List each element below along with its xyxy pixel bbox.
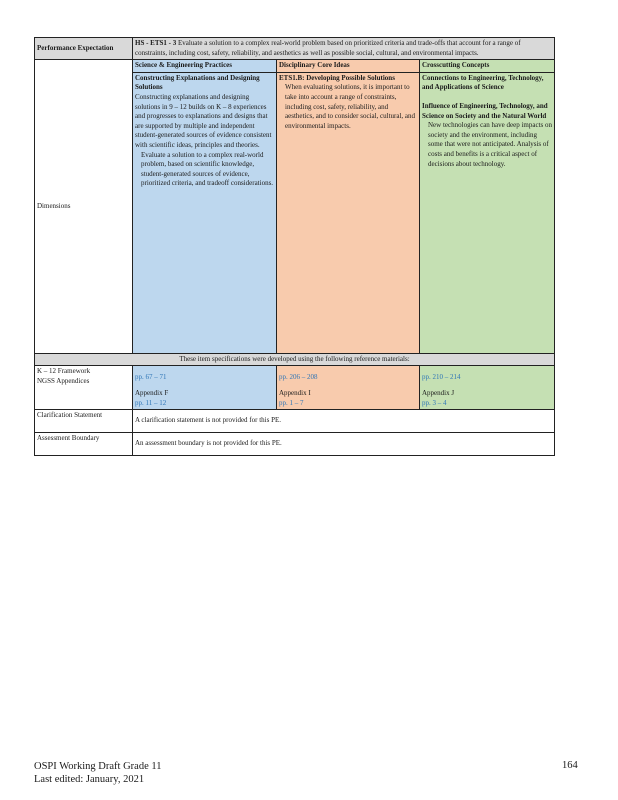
pe-table: Performance Expectation HS - ETS1 - 3 Ev…	[34, 36, 555, 457]
sep-header: Science & Engineering Practices	[132, 59, 277, 73]
ccc-refs: pp. 210 – 214 Appendix J pp. 3 – 4	[419, 365, 555, 411]
ccc-pages: pp. 210 – 214	[422, 373, 461, 382]
sep-cell: Constructing Explanations and Designing …	[132, 71, 277, 354]
assessment-label: Assessment Boundary	[34, 432, 133, 457]
dci-pages: pp. 206 – 208	[279, 373, 318, 382]
sep-body: Constructing explanations and designing …	[135, 92, 272, 149]
dimensions-label: Dimensions	[34, 59, 133, 354]
dci-appendix-pages: pp. 1 – 7	[279, 398, 304, 407]
footer: OSPI Working Draft Grade 11 Last edited:…	[34, 760, 161, 786]
ccc-header: Crosscutting Concepts	[419, 59, 555, 73]
appendices-label: NGSS Appendices	[37, 376, 90, 385]
clarification-row: Clarification Statement A clarification …	[34, 409, 555, 434]
sep-appendix-pages: pp. 11 – 12	[135, 398, 167, 407]
dci-cell: ETS1.B: Developing Possible Solutions Wh…	[276, 71, 420, 354]
dci-refs: pp. 206 – 208 Appendix I pp. 1 – 7	[276, 365, 420, 411]
ccc-bullet: New technologies can have deep impacts o…	[428, 121, 553, 168]
dci-appendix: Appendix I	[279, 388, 311, 397]
ccc-appendix: Appendix J	[422, 388, 455, 397]
ccc-title: Connections to Engineering, Technology, …	[422, 73, 544, 92]
references-intro-row: These item specifications were developed…	[34, 352, 555, 367]
sep-appendix: Appendix F	[135, 388, 169, 397]
ccc-appendix-pages: pp. 3 – 4	[422, 398, 447, 407]
clarification-label: Clarification Statement	[34, 409, 133, 434]
references-intro: These item specifications were developed…	[34, 352, 555, 367]
references-row: K – 12 Framework NGSS Appendices pp. 67 …	[34, 365, 555, 411]
sep-bullet: Evaluate a solution to a complex real-wo…	[141, 150, 274, 188]
pe-code: HS - ETS1 - 3	[135, 39, 177, 47]
ccc-cell: Connections to Engineering, Technology, …	[419, 71, 555, 354]
sep-refs: pp. 67 – 71 Appendix F pp. 11 – 12	[132, 365, 277, 411]
pe-label: Performance Expectation	[34, 36, 133, 61]
dimensions-body-row: Constructing Explanations and Designing …	[35, 71, 555, 354]
dci-header: Disciplinary Core Ideas	[276, 59, 420, 73]
footer-line1: OSPI Working Draft Grade 11	[34, 761, 162, 772]
dci-bullet: When evaluating solutions, it is importa…	[285, 83, 416, 130]
clarification-text: A clarification statement is not provide…	[132, 409, 555, 434]
pe-cell: HS - ETS1 - 3 Evaluate a solution to a c…	[132, 36, 555, 61]
ccc-subtitle: Influence of Engineering, Technology, an…	[422, 101, 548, 120]
sep-title: Constructing Explanations and Designing …	[135, 73, 260, 92]
assessment-text: An assessment boundary is not provided f…	[132, 432, 555, 457]
pe-row: Performance Expectation HS - ETS1 - 3 Ev…	[34, 36, 555, 61]
sep-pages: pp. 67 – 71	[135, 373, 167, 382]
references-labels: K – 12 Framework NGSS Appendices	[34, 365, 133, 411]
assessment-row: Assessment Boundary An assessment bounda…	[34, 432, 555, 457]
page-number: 164	[562, 760, 578, 771]
pe-text: Evaluate a solution to a complex real-wo…	[135, 39, 521, 57]
dci-title: ETS1.B: Developing Possible Solutions	[279, 73, 395, 82]
framework-label: K – 12 Framework	[37, 367, 91, 376]
footer-line2: Last edited: January, 2021	[34, 774, 145, 785]
dimensions-header-row: Dimensions Science & Engineering Practic…	[34, 59, 555, 354]
